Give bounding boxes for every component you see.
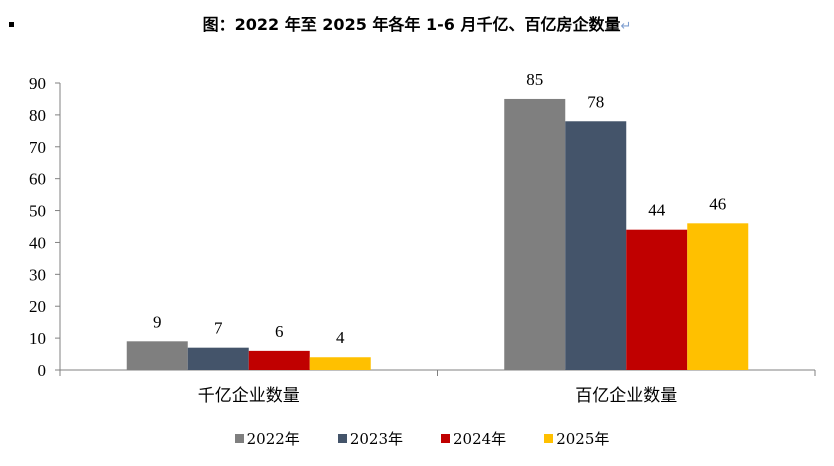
- y-tick-label: 10: [29, 329, 46, 348]
- legend-label: 2025年: [556, 430, 610, 448]
- data-label: 46: [709, 194, 726, 213]
- bullet-marker: [9, 22, 14, 27]
- legend-item: 2024年: [431, 428, 506, 449]
- bar-2024年-百亿企业数量: [626, 229, 688, 370]
- y-tick-label: 20: [29, 297, 46, 316]
- bar-2025年-千亿企业数量: [309, 357, 371, 370]
- data-label: 85: [526, 70, 543, 89]
- bar-2023年-百亿企业数量: [565, 121, 627, 371]
- y-tick-label: 90: [29, 74, 46, 93]
- y-tick-label: 60: [29, 170, 46, 189]
- y-tick-label: 30: [29, 265, 46, 284]
- legend-item: 2023年: [328, 428, 403, 449]
- legend-swatch: [441, 434, 450, 443]
- y-tick-label: 80: [29, 106, 46, 125]
- y-tick-label: 50: [29, 202, 46, 221]
- y-tick-label: 70: [29, 138, 46, 157]
- legend-label: 2024年: [453, 430, 507, 448]
- legend-swatch: [337, 434, 347, 443]
- legend-swatch: [544, 434, 554, 443]
- category-label: 千亿企业数量: [198, 386, 300, 406]
- legend-label: 2022年: [246, 430, 300, 448]
- legend: 2022年 2023年 2024年 2025年: [0, 428, 834, 449]
- return-mark-icon: ↵: [620, 19, 632, 34]
- data-label: 7: [214, 319, 223, 338]
- y-tick-label: 0: [38, 361, 47, 380]
- legend-item: 2022年: [225, 428, 300, 449]
- data-label: 44: [648, 201, 666, 220]
- bar-2022年-千亿企业数量: [126, 341, 188, 370]
- legend-swatch: [234, 434, 244, 443]
- legend-label: 2023年: [349, 430, 403, 448]
- bar-2022年-百亿企业数量: [504, 98, 566, 370]
- category-label: 百亿企业数量: [575, 386, 677, 406]
- data-label: 4: [336, 328, 345, 347]
- data-label: 9: [153, 312, 162, 331]
- data-label: 6: [275, 322, 284, 341]
- bar-2024年-千亿企业数量: [248, 350, 310, 370]
- chart-title: 图：2022 年至 2025 年各年 1-6 月千亿、百亿房企数量↵: [202, 15, 632, 34]
- data-label: 78: [587, 92, 604, 111]
- legend-item: 2025年: [534, 428, 609, 449]
- bar-2023年-千亿企业数量: [187, 347, 249, 370]
- bar-2025年-百亿企业数量: [687, 223, 749, 370]
- y-tick-label: 40: [29, 233, 46, 252]
